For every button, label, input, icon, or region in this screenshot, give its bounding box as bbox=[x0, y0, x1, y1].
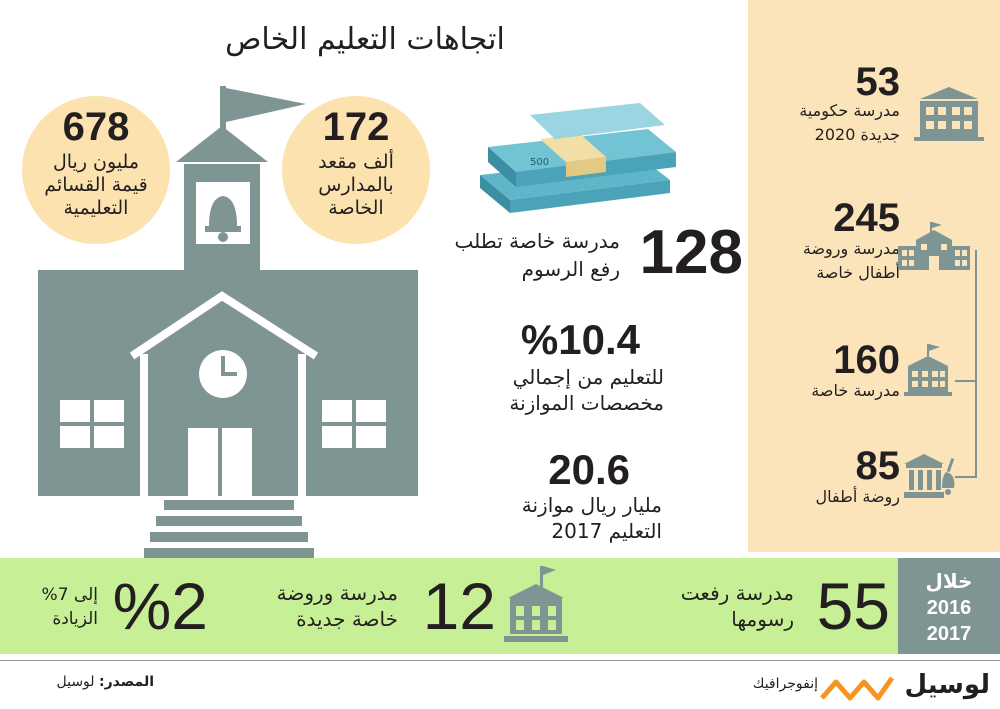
circle-value: 678 bbox=[62, 105, 130, 149]
logo-zigzag-icon bbox=[820, 672, 900, 706]
side-stat-label: جديدة 2020 bbox=[814, 125, 900, 144]
bottom-stat-label: الزيادة bbox=[52, 609, 98, 629]
center-stat-value: 128 bbox=[639, 218, 743, 287]
circle-label: قيمة القسائم bbox=[44, 174, 148, 196]
period-box: خلال 2016 2017 bbox=[898, 558, 1000, 654]
bottom-stat-value: 55 bbox=[816, 569, 890, 643]
bottom-stat-label: مدرسة رفعت bbox=[680, 581, 794, 605]
side-stat-value: 85 bbox=[855, 444, 901, 488]
side-stat-value: 160 bbox=[833, 338, 900, 382]
side-stat-label: أطفال خاصة bbox=[816, 263, 900, 282]
center-stat-value: 20.6 bbox=[548, 446, 630, 493]
money-stack-illustration: 500 bbox=[470, 95, 680, 219]
bottom-stat-label: رسومها bbox=[731, 607, 794, 631]
bottom-stat-label: خاصة جديدة bbox=[296, 607, 398, 631]
side-stat-value: 53 bbox=[855, 60, 901, 104]
circle-value: 172 bbox=[322, 105, 390, 149]
government-school-icon bbox=[912, 85, 986, 141]
center-stat-label: للتعليم من إجمالي bbox=[512, 365, 664, 389]
connector-line bbox=[975, 250, 977, 478]
connector-line bbox=[955, 476, 977, 478]
side-stat-value: 245 bbox=[833, 196, 900, 240]
bottom-band bbox=[0, 558, 1000, 654]
logo-text: لوسيل bbox=[904, 669, 990, 699]
center-stat-label: مليار ريال موازنة bbox=[521, 493, 662, 517]
bottom-stat-value: %2 bbox=[112, 569, 208, 643]
source-label: المصدر: bbox=[99, 674, 154, 690]
school-building-illustration bbox=[36, 86, 420, 566]
center-stat-label: التعليم 2017 bbox=[551, 519, 662, 543]
period-label: خلال bbox=[925, 571, 973, 593]
center-stat-label: رفع الرسوم bbox=[521, 257, 620, 281]
circle-label: مليون ريال bbox=[52, 151, 140, 173]
center-stat-label: مخصصات الموازنة bbox=[509, 391, 664, 415]
side-stat-label: مدرسة خاصة bbox=[811, 381, 900, 400]
circle-label: الخاصة bbox=[328, 197, 384, 219]
period-year: 2017 bbox=[926, 623, 972, 645]
bottom-stat-label: إلى 7% bbox=[41, 585, 98, 605]
school-flag-icon bbox=[902, 344, 954, 396]
footer-divider bbox=[0, 660, 1000, 661]
source-value: لوسيل bbox=[56, 674, 95, 690]
side-stat-label: روضة أطفال bbox=[815, 487, 900, 506]
kindergarten-bell-icon bbox=[902, 452, 960, 500]
side-stat-label: مدرسة وروضة bbox=[802, 239, 900, 258]
source-text: المصدر: لوسيل bbox=[14, 672, 155, 692]
bottom-stat-label: مدرسة وروضة bbox=[276, 581, 398, 605]
side-stat-label: مدرسة حكومية bbox=[799, 101, 900, 120]
svg-text:500: 500 bbox=[530, 157, 549, 168]
center-stat-label: مدرسة خاصة تطلب bbox=[454, 229, 620, 253]
circle-label: التعليمية bbox=[63, 197, 129, 219]
private-school-icon bbox=[896, 222, 972, 272]
stat-circle: 172 ألف مقعد بالمدارس الخاصة bbox=[282, 96, 430, 244]
circle-label: ألف مقعد bbox=[318, 151, 394, 173]
center-stat-value: %10.4 bbox=[520, 316, 640, 363]
page-title: اتجاهات التعليم الخاص bbox=[225, 22, 505, 57]
stat-circle: 678 مليون ريال قيمة القسائم التعليمية bbox=[22, 96, 170, 244]
connector-line bbox=[955, 380, 977, 382]
school-columns-icon bbox=[504, 566, 568, 648]
infographic-label: إنفوجرافيك bbox=[752, 676, 818, 692]
period-year: 2016 bbox=[926, 597, 972, 619]
circle-label: بالمدارس bbox=[318, 174, 394, 196]
bottom-stat-value: 12 bbox=[422, 569, 496, 643]
